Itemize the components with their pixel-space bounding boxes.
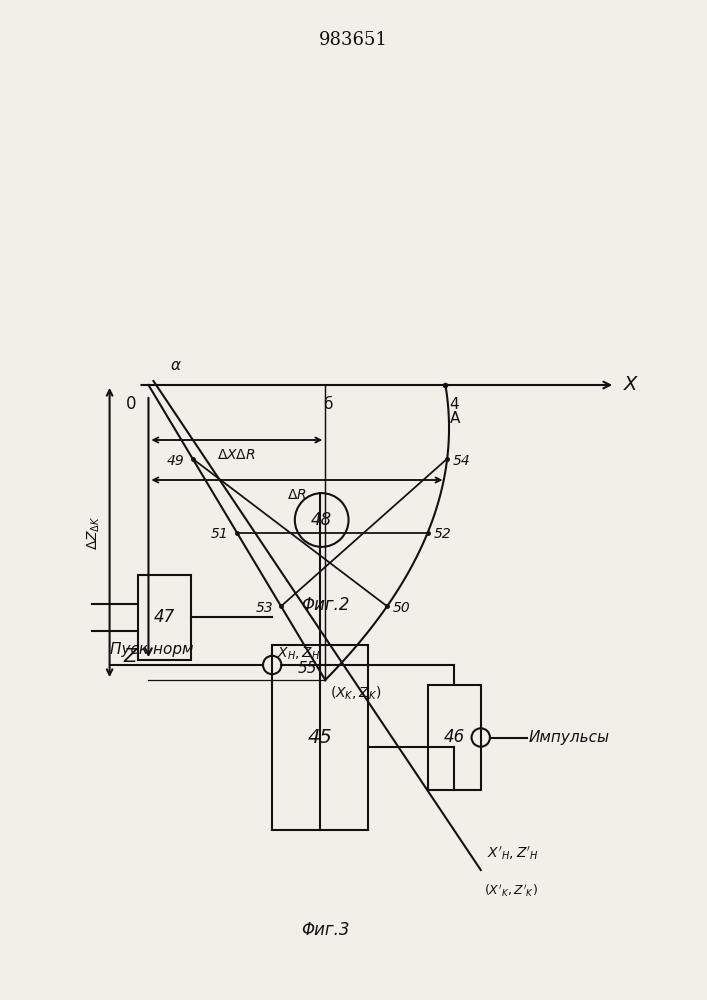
Text: 48: 48: [311, 511, 332, 529]
Text: α: α: [170, 358, 180, 373]
Text: Φиг.2: Φиг.2: [301, 596, 349, 614]
Text: $(X'_K, Z'_K)$: $(X'_K, Z'_K)$: [484, 882, 537, 899]
Text: $\Delta X \Delta R$: $\Delta X \Delta R$: [218, 448, 256, 462]
Text: 55: 55: [298, 661, 317, 676]
Text: 983651: 983651: [319, 31, 388, 49]
Bar: [428, 685, 481, 790]
Text: $\Delta R$: $\Delta R$: [287, 488, 307, 502]
Text: Z: Z: [123, 647, 136, 666]
Text: б: б: [324, 397, 333, 412]
Text: 0: 0: [126, 395, 136, 413]
Text: $X_H, Z_H$: $X_H, Z_H$: [276, 646, 320, 662]
Text: X: X: [624, 375, 638, 394]
Text: 54: 54: [453, 454, 471, 468]
Text: 4: 4: [450, 397, 459, 412]
Text: Φиг.3: Φиг.3: [301, 921, 349, 939]
Bar: [138, 575, 191, 660]
Text: 49: 49: [167, 454, 185, 468]
Text: A: A: [450, 411, 460, 426]
Text: 47: 47: [153, 608, 175, 626]
Text: Пуск норм: Пуск норм: [110, 642, 193, 657]
Text: 50: 50: [393, 601, 411, 615]
Text: Импульсы: Импульсы: [529, 730, 610, 745]
Text: 51: 51: [211, 528, 229, 542]
Text: $\Delta Z_{\Delta K}$: $\Delta Z_{\Delta K}$: [85, 515, 102, 550]
Text: 52: 52: [433, 528, 452, 542]
Text: 46: 46: [443, 728, 465, 746]
Text: $X'_H, Z'_H$: $X'_H, Z'_H$: [486, 844, 539, 862]
Text: 53: 53: [255, 601, 273, 615]
Text: 45: 45: [308, 728, 332, 747]
Text: $(X_K, Z_K)$: $(X_K, Z_K)$: [330, 685, 382, 702]
Bar: [272, 645, 368, 830]
